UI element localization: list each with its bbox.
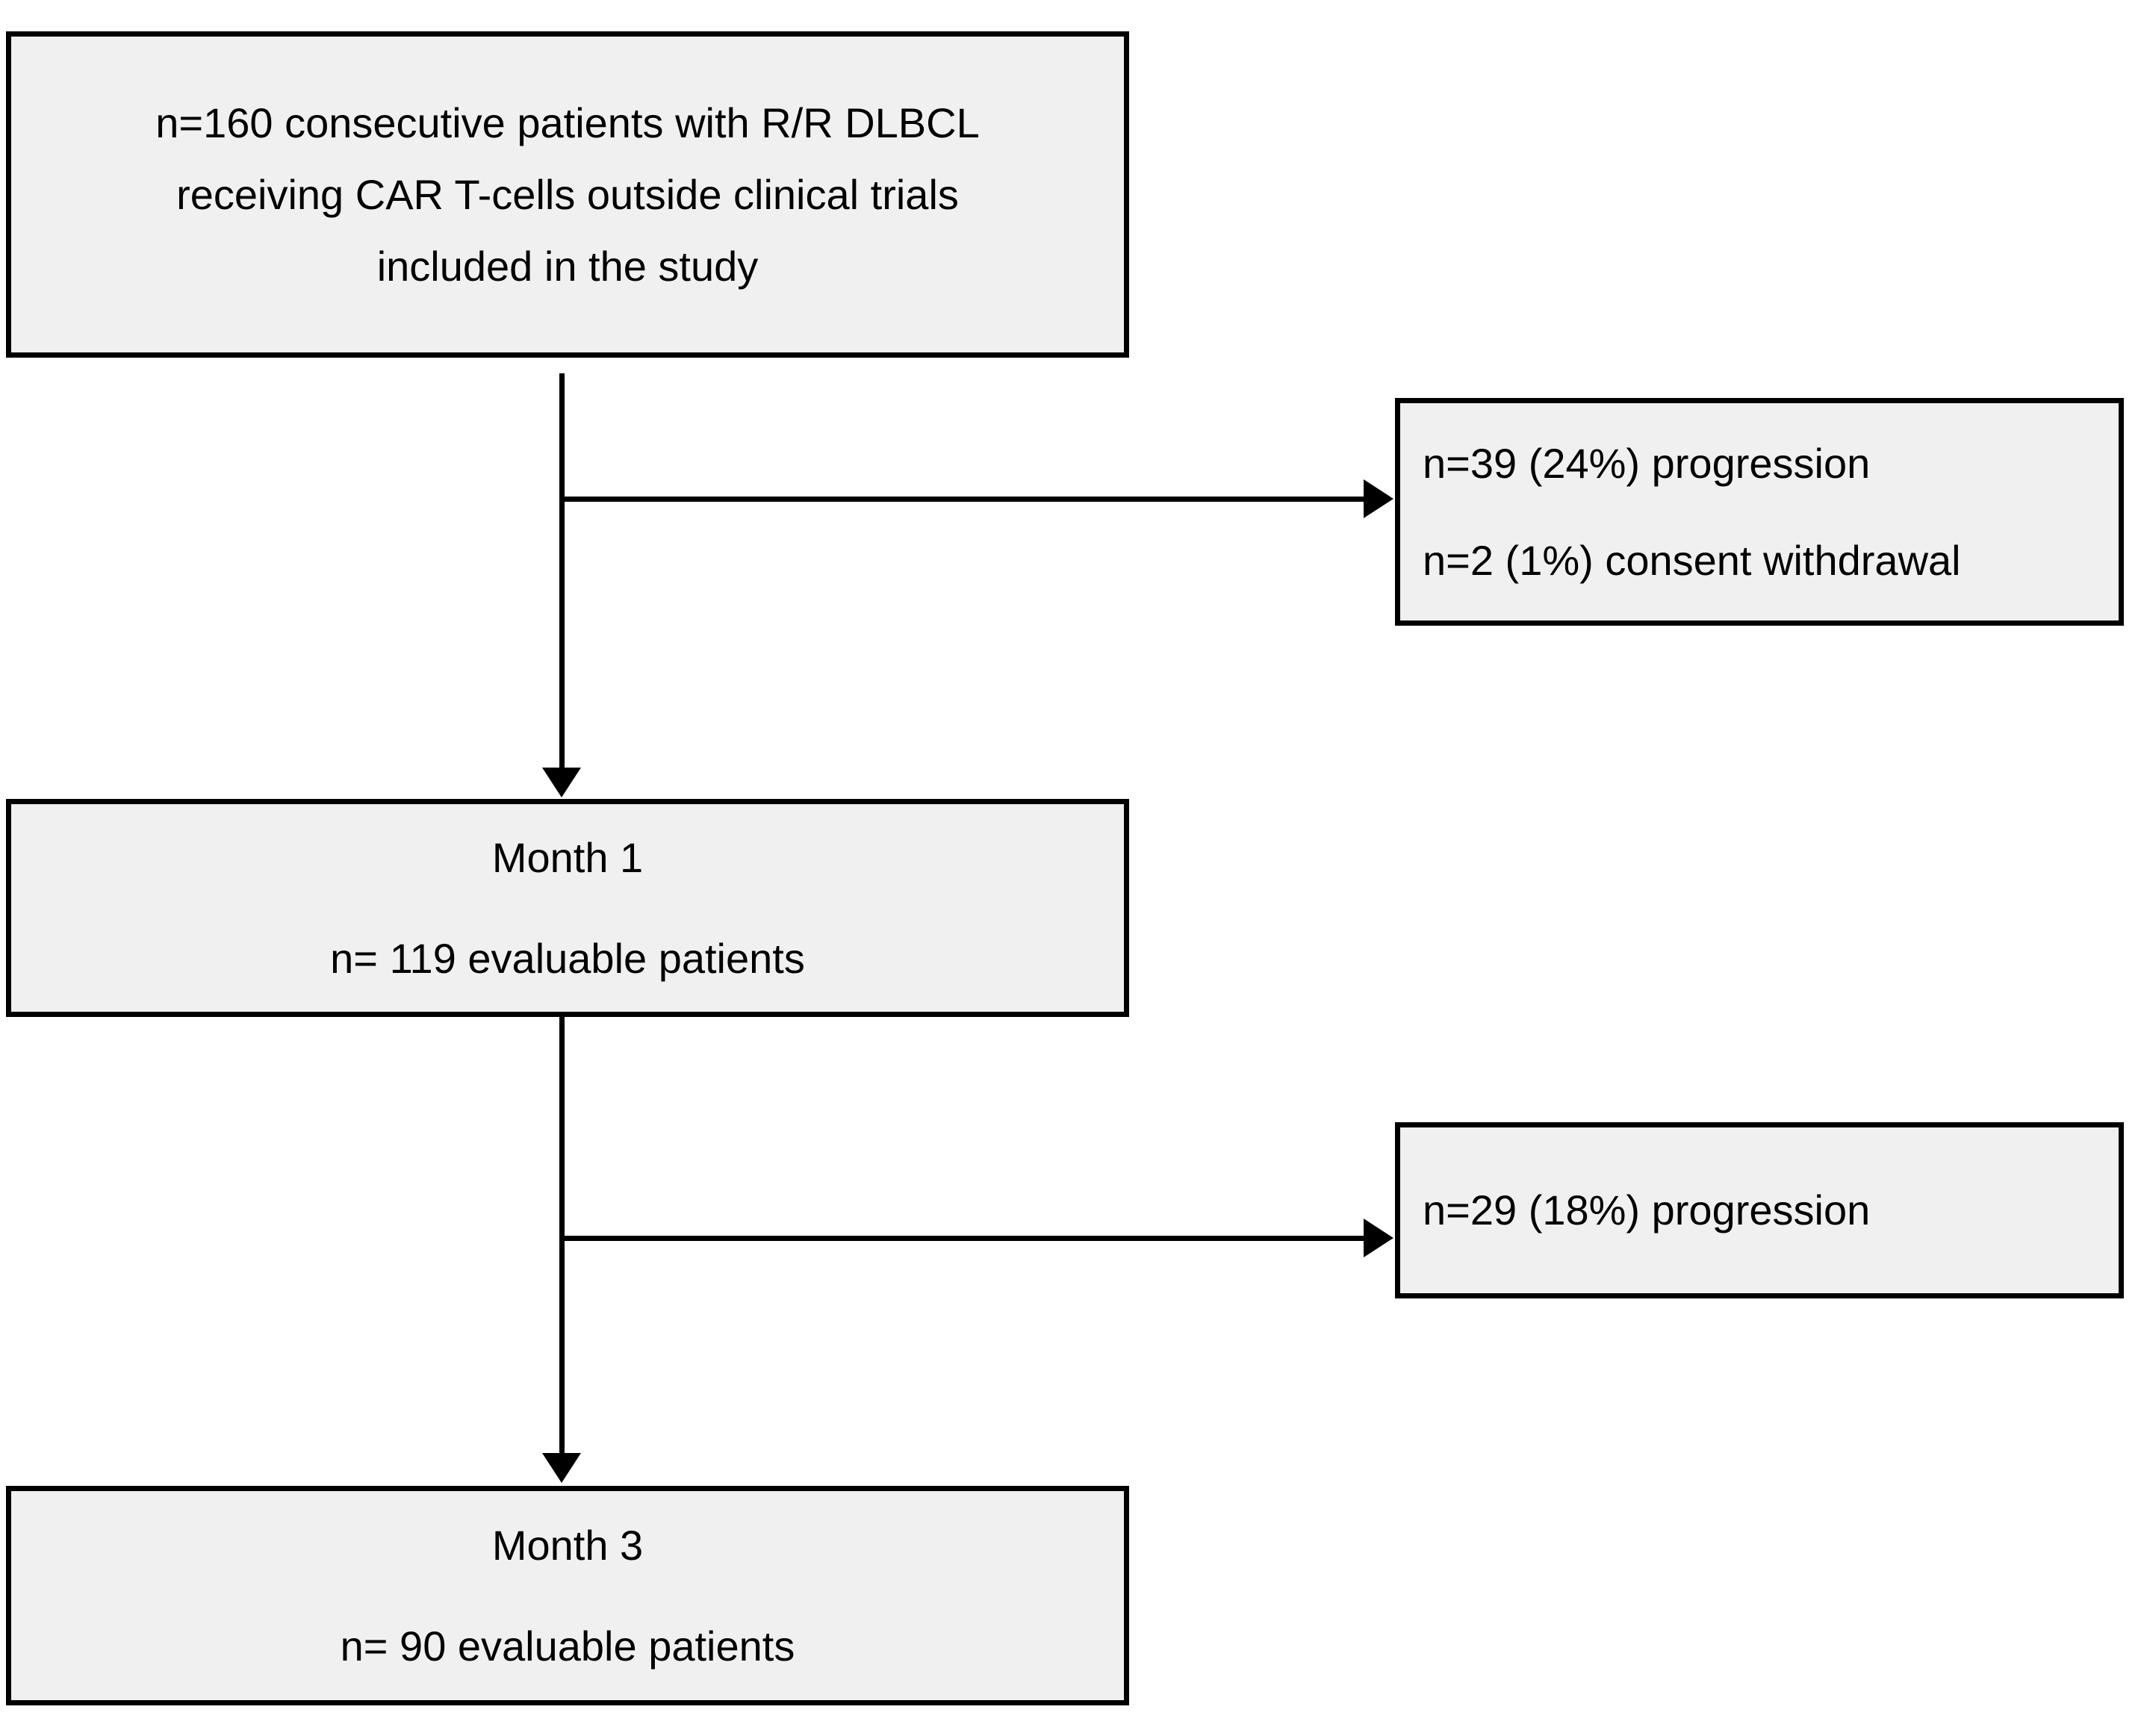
- month-1-evaluable-patients-text: n= 119 evaluable patients: [330, 934, 805, 982]
- branch-to-exclusion-1-arrowhead-icon: [1364, 479, 1393, 518]
- month-3-evaluable-patients-text: n= 90 evaluable patients: [340, 1622, 795, 1670]
- exclusion-box-1: n=39 (24%) progression n=2 (1%) consent …: [1395, 398, 2124, 626]
- exclusion-box-2: n=29 (18%) progression: [1395, 1122, 2124, 1298]
- branch-to-exclusion-2-line: [562, 1236, 1365, 1241]
- month-1-title: Month 1: [491, 833, 644, 881]
- exclusion-1-progression-text: n=39 (24%) progression: [1423, 439, 1871, 487]
- arrow-month1-to-month3-arrowhead-icon: [542, 1453, 581, 1483]
- enrollment-text-line-1: n=160 consecutive patients with R/R DLBC…: [155, 99, 980, 146]
- branch-to-exclusion-2-arrowhead-icon: [1364, 1219, 1393, 1257]
- exclusion-1-consent-withdrawal-text: n=2 (1%) consent withdrawal: [1423, 536, 1961, 584]
- arrow-enrollment-to-month1-line: [559, 373, 565, 769]
- month-3-box: Month 3 n= 90 evaluable patients: [6, 1486, 1129, 1705]
- month-3-title: Month 3: [491, 1521, 644, 1569]
- exclusion-2-progression-text: n=29 (18%) progression: [1423, 1186, 1871, 1233]
- branch-to-exclusion-1-line: [562, 497, 1365, 502]
- month-1-box: Month 1 n= 119 evaluable patients: [6, 799, 1129, 1017]
- arrow-enrollment-to-month1-arrowhead-icon: [542, 768, 581, 797]
- enrollment-text-line-2: receiving CAR T-cells outside clinical t…: [176, 170, 959, 218]
- enrollment-text-line-3: included in the study: [376, 242, 759, 290]
- enrollment-box: n=160 consecutive patients with R/R DLBC…: [6, 31, 1129, 358]
